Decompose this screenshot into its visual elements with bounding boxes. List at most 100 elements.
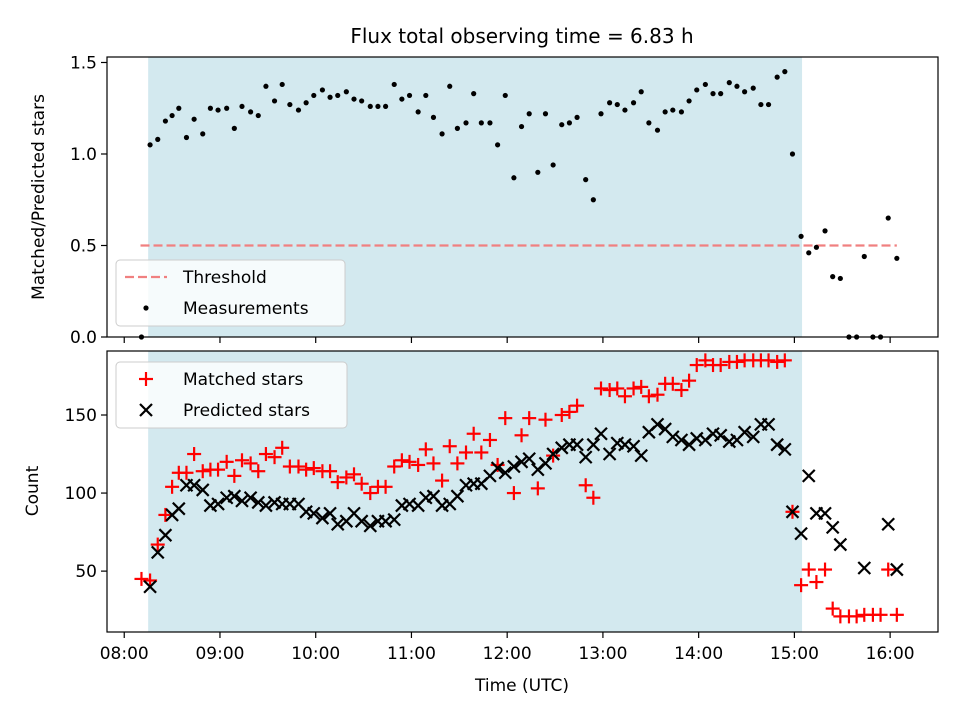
predicted-star-point bbox=[450, 489, 465, 503]
measurement-point bbox=[542, 111, 549, 117]
predicted-star-point bbox=[801, 469, 816, 483]
measurement-point bbox=[550, 162, 556, 168]
top-legend: Threshold Measurements bbox=[115, 259, 346, 327]
predicted-star-point bbox=[172, 501, 186, 516]
predicted-star-point bbox=[235, 494, 249, 508]
bottom-legend: Matched stars Predicted stars bbox=[115, 361, 348, 429]
measurement-point bbox=[463, 120, 469, 126]
matched-star-point bbox=[474, 445, 489, 460]
measurement-point bbox=[526, 111, 532, 117]
measurement-point bbox=[287, 101, 293, 108]
measurement-point bbox=[622, 107, 628, 113]
predicted-star-stroke bbox=[150, 545, 165, 560]
matched-star-point bbox=[761, 353, 776, 368]
x-tick-label: 08:00 bbox=[100, 644, 149, 664]
matched-star-point bbox=[849, 609, 864, 624]
predicted-star-point bbox=[626, 439, 641, 454]
matched-star-point bbox=[339, 470, 354, 485]
predicted-star-stroke bbox=[143, 579, 157, 594]
predicted-star-point bbox=[857, 561, 872, 575]
predicted-star-stroke bbox=[172, 501, 186, 516]
matched-star-point bbox=[330, 475, 345, 490]
matched-star-point bbox=[602, 383, 617, 398]
predicted-star-stroke bbox=[706, 426, 720, 441]
matched-star-point bbox=[506, 486, 521, 501]
y-tick-label: 100 bbox=[65, 484, 97, 504]
predicted-star-point bbox=[737, 425, 752, 439]
matched-star-point bbox=[442, 439, 457, 454]
bottom-x-ticks: 08:00 09:00 10:00 11:00 12:00 13:00 14:00 15:00… bbox=[100, 632, 915, 664]
measurement-point bbox=[806, 250, 812, 256]
y-tick-label: 1.0 bbox=[70, 145, 97, 165]
matched-star-point bbox=[578, 478, 593, 493]
measurement-point bbox=[583, 177, 589, 183]
measurement-point bbox=[813, 244, 820, 250]
matched-star-point bbox=[234, 453, 249, 468]
matched-star-point bbox=[650, 387, 665, 402]
matched-star-point bbox=[275, 440, 290, 455]
legend-measurements-swatch bbox=[143, 305, 149, 311]
measurement-point bbox=[861, 253, 867, 260]
matched-star-point bbox=[219, 454, 234, 469]
predicted-star-point bbox=[666, 430, 680, 444]
measurement-point bbox=[614, 101, 620, 108]
matched-star-point bbox=[306, 461, 321, 476]
predicted-star-point bbox=[586, 437, 601, 452]
measurement-point bbox=[670, 107, 676, 113]
matched-star-point bbox=[889, 607, 904, 622]
measurement-point bbox=[239, 103, 245, 110]
matched-star-point bbox=[134, 571, 149, 586]
predicted-star-point bbox=[227, 489, 242, 503]
measurement-point bbox=[646, 120, 652, 126]
predicted-star-point bbox=[330, 517, 345, 532]
predicted-star-stroke bbox=[650, 417, 665, 432]
bottom-legend-box bbox=[115, 361, 348, 429]
predicted-star-stroke bbox=[634, 448, 648, 463]
legend-predicted-label: Predicted stars bbox=[183, 401, 310, 421]
predicted-star-point bbox=[546, 447, 560, 461]
matched-star-point bbox=[674, 383, 689, 398]
predicted-star-point bbox=[514, 455, 529, 469]
x-axis-label: Time (UTC) bbox=[474, 676, 569, 696]
matched-star-point bbox=[323, 464, 338, 479]
predicted-star-point bbox=[570, 437, 584, 452]
measurement-point bbox=[271, 98, 278, 104]
predicted-star-stroke bbox=[158, 528, 173, 542]
predicted-star-stroke bbox=[267, 495, 282, 510]
predicted-star-point bbox=[746, 430, 761, 444]
legend-threshold-label: Threshold bbox=[182, 268, 267, 288]
measurement-point bbox=[566, 120, 573, 126]
matched-star-point bbox=[729, 354, 744, 369]
predicted-star-stroke bbox=[251, 495, 266, 510]
measurement-point bbox=[638, 89, 644, 95]
measurement-point bbox=[694, 87, 700, 93]
measurement-point bbox=[518, 123, 525, 130]
predicted-star-stroke bbox=[794, 526, 808, 541]
predicted-star-stroke bbox=[538, 456, 553, 471]
matched-star-point bbox=[387, 459, 402, 474]
measurement-point bbox=[147, 142, 153, 148]
predicted-star-stroke bbox=[833, 537, 848, 552]
predicted-star-stroke bbox=[626, 439, 641, 454]
measurement-point bbox=[399, 96, 405, 102]
measurement-point bbox=[495, 142, 501, 148]
predicted-star-point bbox=[650, 417, 665, 432]
predicted-star-point bbox=[778, 442, 792, 457]
measurement-point bbox=[391, 81, 397, 88]
legend-measurements-label: Measurements bbox=[183, 299, 309, 319]
measurement-point bbox=[654, 127, 661, 133]
predicted-star-point bbox=[825, 520, 840, 535]
matched-star-point bbox=[299, 462, 314, 477]
predicted-star-stroke bbox=[713, 428, 728, 443]
x-tick-label: 09:00 bbox=[195, 644, 244, 664]
matched-star-point bbox=[818, 562, 833, 577]
measurement-point bbox=[718, 91, 724, 97]
predicted-star-stroke bbox=[666, 430, 680, 444]
measurement-point bbox=[774, 74, 780, 80]
matched-star-point bbox=[165, 479, 180, 494]
measurement-point bbox=[798, 233, 804, 239]
matched-star-point bbox=[179, 465, 194, 480]
matched-star-point bbox=[610, 381, 625, 396]
matched-star-point bbox=[426, 456, 441, 471]
